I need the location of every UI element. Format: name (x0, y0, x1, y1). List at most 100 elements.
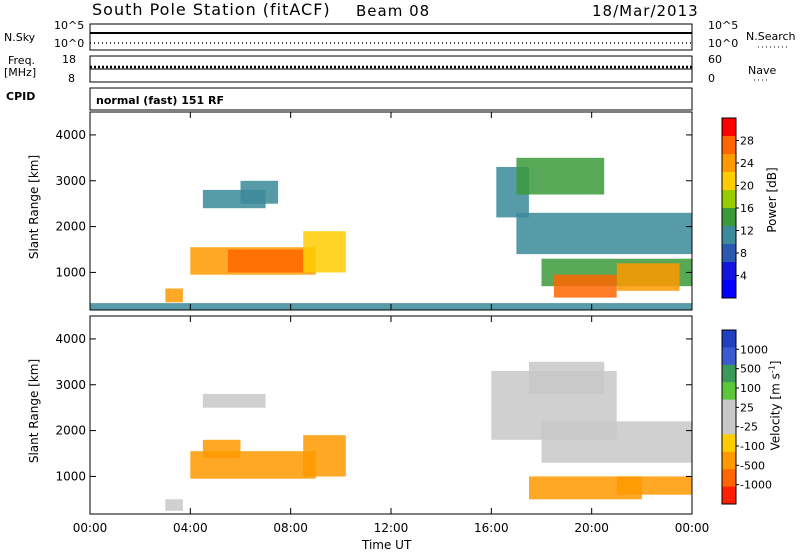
xtick-label: 04:00 (173, 521, 208, 535)
echo-region (303, 231, 346, 273)
colorbar-segment (722, 382, 736, 401)
colorbar-segment (722, 280, 736, 299)
echo-region (529, 361, 605, 394)
xtick-label: 08:00 (273, 521, 308, 535)
cpid-text: normal (fast) 151 RF (96, 94, 224, 107)
nave-tick-low: 0 (708, 72, 715, 85)
colorbar-tick-label: 28 (740, 135, 754, 148)
colorbar-tick-label: -100 (740, 440, 765, 453)
velocity-colorbar: 1000 500 100 25 -25 -100 -500 -1000 (721, 329, 772, 505)
echo-region (240, 180, 279, 204)
colorbar-tick-label: 4 (740, 270, 747, 283)
echo-region (516, 212, 692, 255)
colorbar-segment (722, 347, 736, 366)
colorbar-segment (722, 244, 736, 263)
top-panels-frames (89, 23, 790, 111)
echo-region (228, 249, 304, 273)
colorbar-frame (721, 329, 737, 505)
colorbar-segment (722, 262, 736, 281)
colorbar-tick-label: 25 (740, 401, 754, 414)
nsearch-tick-low: 10^0 (708, 37, 739, 50)
colorbar-segment (722, 469, 736, 488)
power-ylabel: Slant Range [km] (27, 154, 41, 260)
cpid-panel (89, 87, 693, 111)
colorbar-tick-label: 100 (740, 382, 761, 395)
ytick-label: 3000 (55, 378, 86, 392)
colorbar-segment (722, 364, 736, 383)
ytick-label: 2000 (55, 220, 86, 234)
echo-region (616, 476, 693, 495)
colorbar-segment (722, 190, 736, 209)
freq-unit-label: [MHz] (4, 66, 37, 79)
colorbar-segment (722, 330, 736, 348)
xlabel: Time UT (362, 538, 412, 552)
colorbar-tick-label: -25 (740, 421, 758, 434)
colorbar-segment (722, 486, 736, 505)
colorbar-tick-label: 500 (740, 363, 761, 376)
colorbar-segment (722, 154, 736, 173)
colorbar-tick-label: 1000 (740, 343, 768, 356)
echo-region (202, 393, 266, 408)
ytick-label: 1000 (55, 265, 86, 279)
ytick-label: 4000 (55, 332, 86, 346)
velocity-colorbar-label-main: Velocity [m s (768, 373, 783, 451)
nsky-label: N.Sky (4, 31, 36, 44)
colorbar-segment (722, 118, 736, 137)
xtick-label: 00:00 (73, 521, 108, 535)
xtick-label: 20:00 (574, 521, 609, 535)
beam-label: Beam 08 (356, 2, 431, 20)
colorbar-segment (722, 434, 736, 453)
power-colorbar: 28 24 20 16 12 8 4 (721, 117, 754, 299)
station-title: South Pole Station (fitACF) (92, 0, 331, 19)
colorbar-tick-label: 16 (740, 202, 754, 215)
xtick-label: 16:00 (474, 521, 509, 535)
nsearch-label: N.Search (746, 30, 796, 43)
ytick-label: 3000 (55, 174, 86, 188)
echo-region (554, 274, 617, 298)
xtick-label: 12:00 (374, 521, 409, 535)
freq-tick-low: 8 (68, 72, 75, 85)
velocity-colorbar-label: Velocity [m s-1] (768, 351, 783, 461)
colorbar-tick-label: 20 (740, 180, 754, 193)
velocity-panel: 1000 2000 3000 4000 00:00 04:00 08:00 12:00 16:0… (55, 315, 710, 535)
nave-tick-high: 60 (708, 53, 722, 66)
colorbar-tick-label: 24 (740, 157, 754, 170)
power-colorbar-label: Power [dB] (765, 167, 779, 233)
colorbar-tick-label: 8 (740, 247, 747, 260)
colorbar-segment (722, 226, 736, 245)
nsky-tick-low: 10^0 (54, 37, 85, 50)
velocity-ylabel: Slant Range [km] (27, 358, 41, 464)
echo-region (541, 421, 692, 463)
freq-tick-high: 18 (62, 53, 76, 66)
date-label: 18/Mar/2013 (592, 2, 699, 20)
colorbar-segment (722, 417, 736, 435)
ytick-label: 2000 (55, 424, 86, 438)
velocity-colorbar-label-end: ] (768, 360, 783, 366)
velocity-colorbar-label-sup: -1 (767, 365, 777, 374)
colorbar-segment (722, 172, 736, 191)
colorbar-segment (722, 136, 736, 155)
ytick-label: 4000 (55, 128, 86, 142)
echo-region (616, 263, 680, 291)
colorbar-segment (722, 208, 736, 227)
echo-region (529, 476, 642, 500)
echo-region (516, 157, 605, 195)
freq-label: Freq. (8, 54, 36, 67)
echo-region (165, 288, 183, 303)
cpid-label: CPID (6, 90, 36, 103)
colorbar-segment (722, 451, 736, 470)
colorbar-tick-label: 12 (740, 225, 754, 238)
colorbar-tick-label: -500 (740, 459, 765, 472)
echo-region (165, 499, 183, 511)
echo-region (303, 435, 346, 477)
colorbar-tick-label: -1000 (740, 479, 772, 492)
colorbar-segment (722, 399, 736, 418)
xtick-label: 00:00 (675, 521, 710, 535)
echo-region (202, 439, 241, 459)
nave-label: Nave (748, 64, 777, 77)
ytick-label: 1000 (55, 469, 86, 483)
nsky-panel (89, 23, 693, 51)
nsky-tick-high: 10^5 (54, 19, 85, 32)
power-panel: 1000 2000 3000 4000 (55, 111, 693, 311)
